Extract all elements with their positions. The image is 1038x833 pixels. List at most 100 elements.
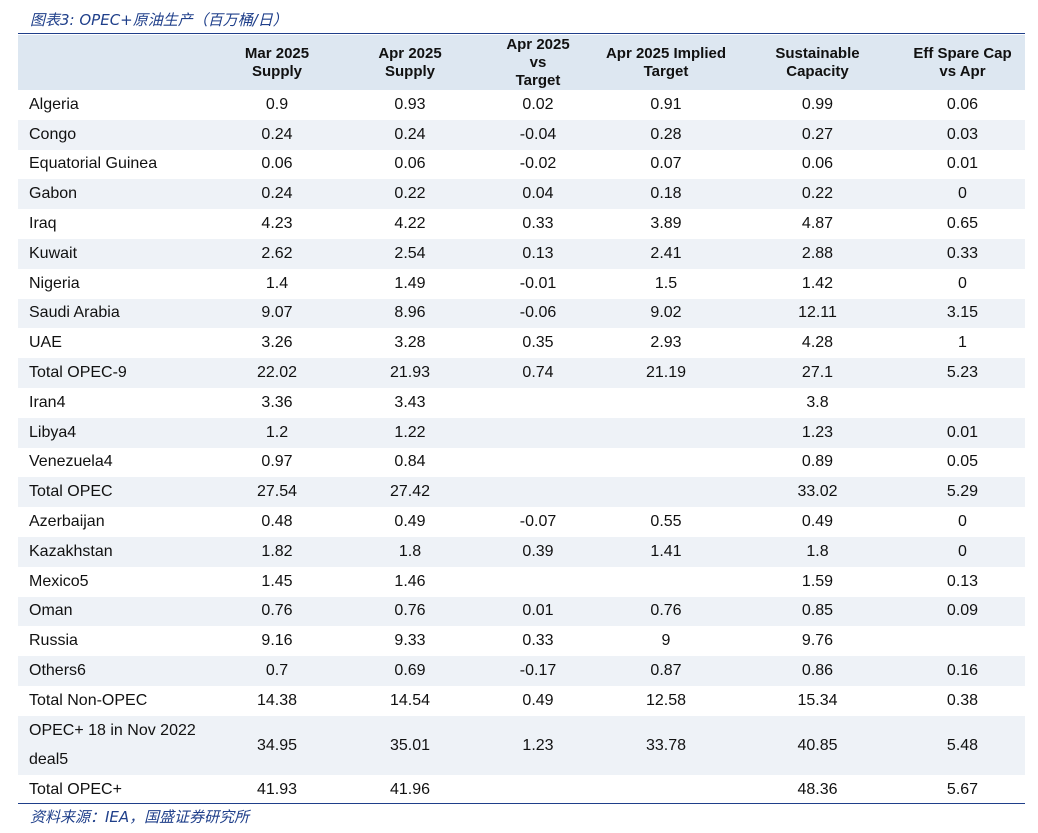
table-cell: 0.16 <box>900 656 1025 686</box>
table-cell: 0.07 <box>650 155 682 173</box>
table-cell: 1.46 <box>394 572 426 590</box>
table-cell: 0.22 <box>735 179 900 210</box>
table-cell: 21.19 <box>597 358 735 388</box>
table-cell: 5.67 <box>946 780 979 798</box>
table-row: Iraq 4.23 4.22 0.33 3.89 4.87 0.65 <box>18 209 1025 239</box>
table-cell: 3.26 <box>261 334 293 352</box>
table-cell: 0.89 <box>801 453 834 471</box>
table-cell: -0.01 <box>519 274 557 292</box>
row-label: Gabon <box>18 179 213 210</box>
row-label: UAE <box>29 334 62 352</box>
table-cell <box>597 567 735 597</box>
table-cell: 15.34 <box>797 691 838 709</box>
top-rule <box>18 33 1025 34</box>
table-cell: 0.13 <box>479 238 597 269</box>
table-cell: 0.03 <box>900 119 1025 150</box>
table-row: Mexico5 1.45 1.46 1.59 0.13 <box>18 567 1025 597</box>
table-row: Congo 0.24 0.24 -0.04 0.28 0.27 0.03 <box>18 119 1025 150</box>
table-cell: 0.69 <box>341 656 479 686</box>
table-row: Total Non-OPEC 14.38 14.54 0.49 12.58 15.34 0.… <box>18 686 1025 716</box>
row-label: Libya4 <box>18 417 213 448</box>
table-cell: 34.95 <box>213 715 341 775</box>
table-cell: 21.93 <box>341 358 479 388</box>
table-cell: 3.8 <box>806 393 829 411</box>
table-cell: 14.38 <box>256 691 298 709</box>
table-cell: 0.93 <box>394 95 426 113</box>
table-cell: 22.02 <box>213 358 341 388</box>
table-cell: 33.78 <box>597 715 735 775</box>
table-cell: 0.76 <box>213 596 341 627</box>
table-cell: 2.41 <box>597 238 735 269</box>
row-label: Azerbaijan <box>29 513 105 531</box>
table-row: Libya4 1.2 1.22 1.23 0.01 <box>18 417 1025 448</box>
table-cell: 9.33 <box>394 632 426 650</box>
table-row: Kazakhstan 1.82 1.8 0.39 1.41 1.8 0 <box>18 536 1025 567</box>
table-cell: 9.16 <box>261 632 293 650</box>
table-cell: 3.15 <box>900 298 1025 329</box>
table-cell: 0.24 <box>341 119 479 150</box>
table-cell: 0.33 <box>900 238 1025 269</box>
table-cell: 3.28 <box>394 334 426 352</box>
table-cell: -0.07 <box>519 513 557 531</box>
table-cell: 0 <box>900 179 1025 210</box>
row-label: Kazakhstan <box>18 536 213 567</box>
table-cell: 0.76 <box>341 596 479 627</box>
table-cell: 27.1 <box>735 358 900 388</box>
table-cell: 27.54 <box>213 477 341 508</box>
table-cell: 9.02 <box>597 298 735 329</box>
table-row: Saudi Arabia 9.07 8.96 -0.06 9.02 12.11 3.15 <box>18 298 1025 329</box>
header-implied-target: Apr 2025 Implied Target <box>597 35 735 90</box>
table-cell: -0.17 <box>479 656 597 686</box>
table-cell: 0.49 <box>522 691 554 709</box>
table-cell: 0.76 <box>597 596 735 627</box>
table-cell <box>479 477 597 508</box>
table-cell: 48.36 <box>797 780 838 798</box>
table-cell: 0.18 <box>597 179 735 210</box>
table-cell: 2.54 <box>341 238 479 269</box>
table-cell: 0.05 <box>946 453 979 471</box>
row-label: Saudi Arabia <box>18 298 213 329</box>
table-cell: 0.55 <box>650 513 682 531</box>
table-cell <box>479 448 597 478</box>
table-cell: 1.42 <box>801 274 834 292</box>
row-label: OPEC+ 18 in Nov 2022 deal5 <box>18 715 213 775</box>
table-cell: 0.7 <box>213 656 341 686</box>
table-cell: 0.74 <box>479 358 597 388</box>
table-cell: 0.87 <box>597 656 735 686</box>
table-cell: 0.27 <box>735 119 900 150</box>
table-cell: 1.59 <box>801 572 834 590</box>
table-cell: 0.49 <box>394 513 426 531</box>
row-label: Total OPEC <box>18 477 213 508</box>
header-apr-supply: Apr 2025 Supply <box>341 35 479 90</box>
row-label: Iran4 <box>29 393 66 411</box>
header-mar-supply: Mar 2025 Supply <box>213 35 341 90</box>
table-row: Iran4 3.36 3.43 3.8 <box>18 388 1025 418</box>
table-cell: 0.01 <box>479 596 597 627</box>
table-cell: 0.06 <box>801 155 834 173</box>
table-cell: 8.96 <box>341 298 479 329</box>
table-cell: 27.42 <box>341 477 479 508</box>
row-label: Total OPEC-9 <box>18 358 213 388</box>
table-cell: 0.06 <box>394 155 426 173</box>
table-cell: 1.23 <box>479 715 597 775</box>
row-label: Equatorial Guinea <box>29 155 158 173</box>
table-cell: 0.01 <box>900 417 1025 448</box>
table-row: Equatorial Guinea 0.06 0.06 -0.02 0.07 0.06 0.… <box>18 150 1025 180</box>
table-row: Nigeria 1.4 1.49 -0.01 1.5 1.42 0 <box>18 269 1025 299</box>
table-cell: 14.54 <box>389 691 431 709</box>
header-row: Mar 2025 Supply Apr 2025 Supply Apr 2025 vs… <box>18 35 1025 90</box>
table-cell: 0.97 <box>261 453 293 471</box>
table-cell: -0.06 <box>479 298 597 329</box>
table-row: UAE 3.26 3.28 0.35 2.93 4.28 1 <box>18 328 1025 358</box>
table-cell <box>597 448 735 478</box>
row-label: Venezuela4 <box>29 453 113 471</box>
table-cell: 1.8 <box>735 536 900 567</box>
opec-production-table: Mar 2025 Supply Apr 2025 Supply Apr 2025 vs… <box>18 35 1025 805</box>
header-spare-capacity: Eff Spare Cap vs Apr <box>900 35 1025 90</box>
table-cell: 1.23 <box>735 417 900 448</box>
table-row: Oman 0.76 0.76 0.01 0.76 0.85 0.09 <box>18 596 1025 627</box>
table-cell: 12.11 <box>735 298 900 329</box>
table-cell: 0.86 <box>735 656 900 686</box>
table-cell <box>479 417 597 448</box>
table-row: Others6 0.7 0.69 -0.17 0.87 0.86 0.16 <box>18 656 1025 686</box>
